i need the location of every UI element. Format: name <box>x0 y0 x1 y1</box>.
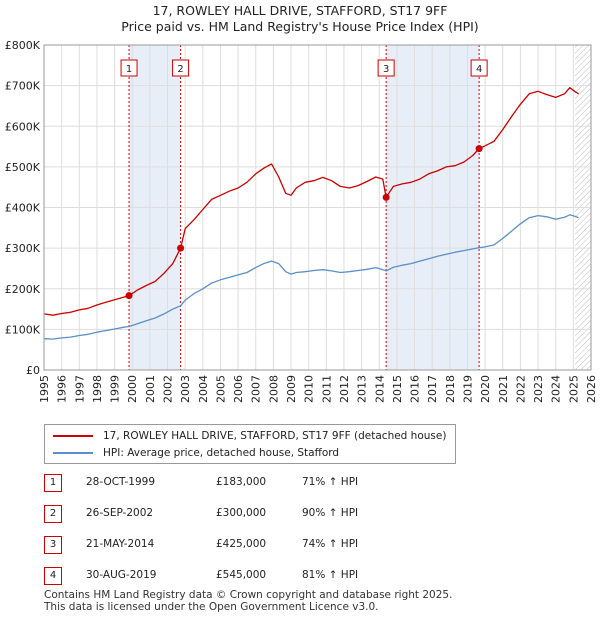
x-tick-label: 2002 <box>162 375 175 403</box>
sale-price: £300,000 <box>216 507 267 519</box>
x-tick-label: 2007 <box>250 375 263 403</box>
sale-marker-box <box>120 59 138 77</box>
sale-marker-box <box>470 59 488 77</box>
y-tick-label: £100K <box>5 323 41 336</box>
x-tick-label: 2004 <box>197 375 210 403</box>
table-row: 1 28-OCT-1999 £183,000 71% ↑ HPI <box>44 474 464 494</box>
x-tick-label: 2018 <box>444 375 457 403</box>
x-tick-label: 2001 <box>144 375 157 403</box>
x-tick-label: 2016 <box>409 375 422 403</box>
x-tick-label: 1996 <box>56 375 69 403</box>
sale-marker-box <box>377 59 395 77</box>
x-tick-label: 2015 <box>391 375 404 403</box>
sale-hpi: 90% ↑ HPI <box>302 507 359 519</box>
y-tick-label: £800K <box>5 39 41 52</box>
property-price-line <box>43 87 579 316</box>
sale-marker-box <box>172 59 190 77</box>
legend-hpi-line <box>53 452 93 454</box>
x-tick-label: 2010 <box>303 375 316 403</box>
footer-line-1: Contains HM Land Registry data © Crown c… <box>44 589 453 601</box>
x-tick-label: 2006 <box>232 375 245 403</box>
sale-point <box>125 292 133 300</box>
table-row: 3 21-MAY-2014 £425,000 74% ↑ HPI <box>44 536 464 556</box>
legend-property-label: 17, ROWLEY HALL DRIVE, STAFFORD, ST17 9F… <box>103 430 447 442</box>
x-tick-label: 2014 <box>373 375 386 403</box>
y-tick-label: £600K <box>5 120 41 133</box>
y-tick-label: £500K <box>5 161 41 174</box>
x-tick-label: 2000 <box>126 375 139 403</box>
x-tick-label: 2003 <box>179 375 192 403</box>
x-tick-label: 2013 <box>356 375 369 403</box>
x-tick-label: 2020 <box>479 375 492 403</box>
x-tick-label: 2008 <box>267 375 280 403</box>
legend-property-line <box>53 435 93 437</box>
x-tick-label: 1999 <box>109 375 122 403</box>
sale-point <box>382 193 390 201</box>
x-tick-label: 2019 <box>461 375 474 403</box>
x-tick-label: 2026 <box>585 375 598 403</box>
sale-point <box>475 145 483 153</box>
hpi-line <box>43 214 579 340</box>
page-subtitle: Price paid vs. HM Land Registry's House … <box>121 19 479 34</box>
sale-price: £183,000 <box>216 476 267 488</box>
x-tick-label: 2011 <box>320 375 333 403</box>
x-tick-label: 2024 <box>550 375 563 403</box>
chart-legend: 17, ROWLEY HALL DRIVE, STAFFORD, ST17 9F… <box>44 424 456 464</box>
x-tick-label: 2025 <box>567 375 580 403</box>
x-tick-label: 2012 <box>338 375 351 403</box>
y-tick-label: £300K <box>5 242 41 255</box>
sale-number: 4 <box>44 567 62 585</box>
sale-marker-label: 2 <box>177 64 183 75</box>
x-tick-label: 2023 <box>532 375 545 403</box>
sale-price: £545,000 <box>216 569 267 581</box>
sale-marker-label: 1 <box>126 64 132 75</box>
sale-marker-label: 4 <box>476 64 482 75</box>
sale-date: 26-SEP-2002 <box>86 507 154 519</box>
sale-date: 28-OCT-1999 <box>86 476 155 488</box>
y-tick-label: £0 <box>26 364 40 377</box>
price-chart: £0 £100K £200K £300K £400K £500K £600K £700K £80… <box>5 39 598 403</box>
x-tick-label: 2017 <box>426 375 439 403</box>
sale-hpi: 74% ↑ HPI <box>302 538 359 550</box>
footer-line-2: This data is licensed under the Open Gov… <box>44 601 379 613</box>
x-tick-label: 2021 <box>497 375 510 403</box>
x-tick-label: 1998 <box>91 375 104 403</box>
y-tick-label: £700K <box>5 80 41 93</box>
legend-property: 17, ROWLEY HALL DRIVE, STAFFORD, ST17 9F… <box>53 428 446 444</box>
sale-hpi: 81% ↑ HPI <box>302 569 359 581</box>
sale-point <box>177 244 185 252</box>
legend-hpi: HPI: Average price, detached house, Staf… <box>53 445 339 461</box>
legend-hpi-label: HPI: Average price, detached house, Staf… <box>103 447 340 459</box>
x-tick-label: 2022 <box>514 375 527 403</box>
x-tick-label: 2005 <box>214 375 227 403</box>
sale-number: 3 <box>44 536 62 554</box>
y-tick-label: £400K <box>5 202 41 215</box>
sale-marker-label: 3 <box>383 64 389 75</box>
plot-frame <box>43 44 592 371</box>
x-tick-label: 1997 <box>73 375 86 403</box>
sale-price: £425,000 <box>216 538 267 550</box>
x-tick-label: 2009 <box>285 375 298 403</box>
sale-number: 2 <box>44 505 62 523</box>
sale-date: 21-MAY-2014 <box>86 538 155 550</box>
table-row: 4 30-AUG-2019 £545,000 81% ↑ HPI <box>44 567 464 587</box>
x-tick-label: 1995 <box>38 375 51 403</box>
sale-date: 30-AUG-2019 <box>86 569 157 581</box>
table-row: 2 26-SEP-2002 £300,000 90% ↑ HPI <box>44 505 464 525</box>
footer: Contains HM Land Registry data © Crown c… <box>44 589 452 613</box>
sale-hpi: 71% ↑ HPI <box>302 476 359 488</box>
page-title: 17, ROWLEY HALL DRIVE, STAFFORD, ST17 9F… <box>152 3 448 18</box>
y-tick-label: £200K <box>5 283 41 296</box>
sale-number: 1 <box>44 474 62 492</box>
